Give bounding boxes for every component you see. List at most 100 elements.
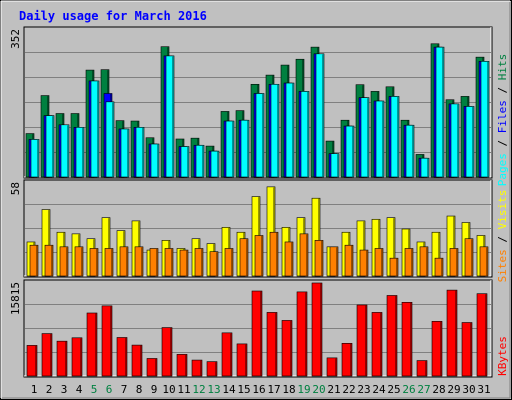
pages-bar-shade <box>142 127 144 177</box>
pages-bar-shade <box>427 158 429 177</box>
kbytes-bar <box>341 343 353 377</box>
hits-ymax-label: 352 <box>9 29 22 49</box>
sites-bar <box>314 240 324 277</box>
day-label: 5 <box>91 383 98 396</box>
kbytes-bar-shade <box>440 321 442 376</box>
kbytes-bar-shade <box>170 328 172 376</box>
pages-bar-shade <box>322 54 324 177</box>
visits-bar-shade <box>438 232 440 276</box>
kbytes-bar-shade <box>275 312 277 376</box>
sites-bar-shade <box>231 248 233 276</box>
sites-bar <box>104 248 114 277</box>
day-label: 14 <box>222 383 236 396</box>
pages-bar <box>240 119 250 178</box>
kbytes-bar <box>116 337 128 377</box>
kbytes-bar <box>431 321 443 377</box>
pages-bar <box>165 55 175 178</box>
pages-bar-shade <box>442 47 444 177</box>
kbytes-bar-shade <box>185 354 187 376</box>
kbytes-bar-shade <box>200 360 202 376</box>
pages-bar <box>195 144 205 178</box>
visits-bar-shade <box>48 210 50 276</box>
pages-bar-shade <box>292 83 294 177</box>
kbytes-bar <box>251 290 263 377</box>
kbytes-ymax-label: 15815 <box>9 282 22 315</box>
kbytes-bar-shade <box>35 345 37 376</box>
kbytes-bar-shade <box>380 312 382 376</box>
pages-bar <box>360 97 370 178</box>
sites-bar <box>254 235 264 277</box>
sites-bar-shade <box>471 239 473 276</box>
kbytes-bar <box>416 360 428 377</box>
pages-bar-shade <box>82 127 84 177</box>
pages-bar <box>120 128 130 178</box>
pages-bar <box>390 96 400 178</box>
legend-sites: Sites <box>496 249 509 282</box>
pages-bar-shade <box>157 144 159 177</box>
kbytes-bar-shade <box>155 358 157 376</box>
kbytes-bar-shade <box>110 306 112 376</box>
sites-bar-shade <box>156 248 158 276</box>
pages-bar <box>405 124 415 178</box>
pages-bar <box>75 127 85 178</box>
hits-bars <box>25 43 490 178</box>
pages-bar-shade <box>307 91 309 177</box>
kbytes-bar-shade <box>470 323 472 376</box>
visits-bar-shade <box>378 219 380 276</box>
visits-bar-shade <box>453 216 455 276</box>
legend-hits-files-pages: Pages / Files / Hits <box>496 54 509 187</box>
kbytes-bar <box>26 345 38 377</box>
kbytes-bar <box>296 291 308 377</box>
day-label: 23 <box>357 383 370 396</box>
sites-bar-shade <box>201 248 203 276</box>
pages-bar <box>180 146 190 178</box>
pages-bar-shade <box>172 56 174 177</box>
pages-bar <box>210 150 220 178</box>
pages-bar <box>315 53 325 178</box>
pages-bar <box>300 91 310 178</box>
legend-hits: Hits <box>496 54 509 81</box>
sites-bar-shade <box>216 252 218 276</box>
sites-bar-shade <box>246 239 248 276</box>
pages-bar <box>345 125 355 178</box>
kbytes-bar <box>371 312 383 377</box>
sites-bar-shade <box>36 245 38 276</box>
legend-sites-visits: Sites / Visits <box>496 190 509 283</box>
day-label: 17 <box>267 383 280 396</box>
kbytes-bar-shade <box>485 294 487 376</box>
visits-bar-shade <box>363 221 365 276</box>
sites-bar <box>224 248 234 277</box>
pages-bar <box>30 139 40 178</box>
sites-bar-shade <box>141 247 143 276</box>
kbytes-bar-shade <box>80 338 82 376</box>
sites-bar <box>359 249 369 277</box>
sites-bar <box>434 257 444 277</box>
pages-bar-shade <box>232 121 234 177</box>
kbytes-bar <box>191 359 203 377</box>
day-label: 9 <box>151 383 158 396</box>
sites-bar <box>419 246 429 277</box>
kbytes-bar-shade <box>245 344 247 376</box>
sites-bar <box>479 246 489 277</box>
legend-pages: Pages <box>496 153 509 186</box>
sites-bar-shade <box>261 235 263 276</box>
legend-kbytes: KBytes <box>496 336 509 376</box>
day-label: 2 <box>46 383 53 396</box>
day-label: 26 <box>402 383 415 396</box>
kbytes-bar <box>236 343 248 377</box>
visits-bar-shade <box>108 218 110 276</box>
pages-bar <box>465 106 475 178</box>
sites-bar <box>194 248 204 277</box>
pages-bar-shade <box>112 102 114 177</box>
sites-bar-shade <box>486 247 488 276</box>
day-label: 16 <box>252 383 265 396</box>
pages-bar-shade <box>262 93 264 177</box>
sites-bar-shade <box>366 250 368 276</box>
day-label: 30 <box>462 383 475 396</box>
pages-bar-shade <box>247 120 249 177</box>
day-label: 29 <box>447 383 460 396</box>
kbytes-bar-shade <box>140 345 142 376</box>
sites-bar <box>29 244 39 277</box>
pages-bar-shade <box>412 125 414 177</box>
pages-bar-shade <box>217 151 219 177</box>
